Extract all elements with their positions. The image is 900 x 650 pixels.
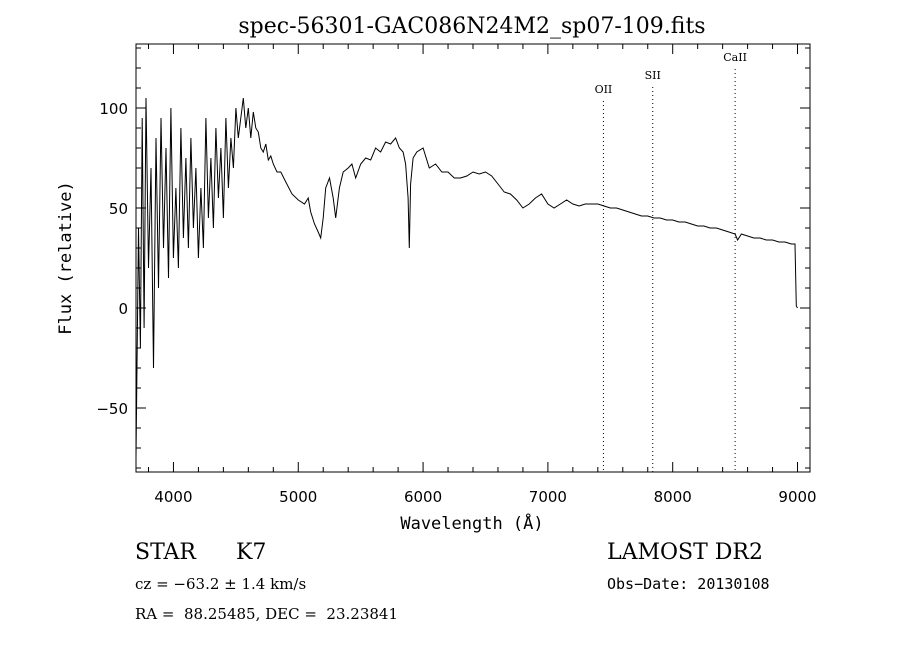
y-tick-label: 50 bbox=[109, 200, 128, 218]
x-tick-label: 6000 bbox=[404, 488, 442, 506]
y-tick-label: 100 bbox=[99, 100, 128, 118]
chart-title: spec-56301-GAC086N24M2_sp07-109.fits bbox=[238, 14, 705, 39]
x-tick-label: 5000 bbox=[279, 488, 317, 506]
redshift-velocity: cz = −63.2 ± 1.4 km/s bbox=[135, 575, 307, 593]
y-tick-label: −50 bbox=[96, 400, 128, 418]
x-tick-label: 4000 bbox=[154, 488, 192, 506]
y-tick-label: 0 bbox=[118, 300, 128, 318]
y-axis-label: Flux (relative) bbox=[56, 181, 76, 335]
annotation-label: CaII bbox=[723, 51, 747, 64]
sky-coordinates: RA = 88.25485, DEC = 23.23841 bbox=[135, 605, 399, 623]
object-class: STAR bbox=[135, 540, 196, 565]
x-tick-label: 8000 bbox=[654, 488, 692, 506]
x-axis-label: Wavelength (Å) bbox=[400, 512, 543, 534]
axis-ticks: 4000 5000 6000 7000 8000 9000 −50 0 50 100 bbox=[96, 44, 817, 506]
observation-date: Obs−Date: 20130108 bbox=[607, 575, 770, 593]
spectrum-line bbox=[135, 97, 798, 459]
x-tick-label: 9000 bbox=[778, 488, 816, 506]
spectrum-chart: spec-56301-GAC086N24M2_sp07-109.fits 400… bbox=[56, 14, 817, 534]
survey-name: LAMOST DR2 bbox=[607, 540, 763, 565]
object-subclass: K7 bbox=[236, 540, 267, 565]
x-tick-label: 7000 bbox=[529, 488, 567, 506]
annotation-label: OII bbox=[595, 83, 613, 96]
line-annotations: OII SII CaII bbox=[595, 51, 747, 472]
annotation-label: SII bbox=[645, 69, 661, 82]
plot-frame bbox=[135, 43, 811, 473]
